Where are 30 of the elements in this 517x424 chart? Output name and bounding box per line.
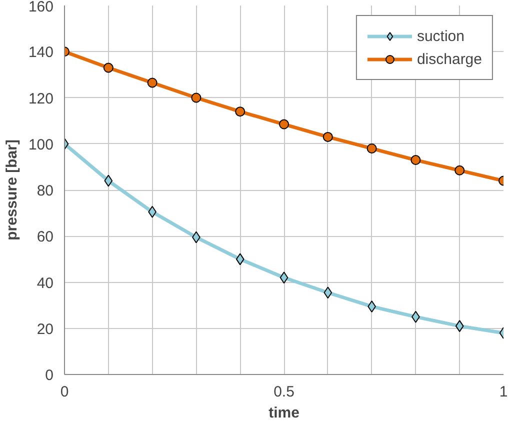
point [366, 143, 377, 154]
x-tick-label: 0 [60, 384, 69, 400]
y-tick-label: 120 [28, 90, 54, 108]
y-tick-label: 0 [45, 367, 54, 384]
x-tick-label: 0.5 [274, 384, 294, 400]
point [236, 253, 244, 266]
point [279, 119, 289, 130]
y-tick-label: 20 [36, 320, 54, 338]
point [454, 165, 465, 176]
point [455, 320, 464, 332]
x-tick-label: 1 [499, 384, 508, 400]
point [410, 155, 421, 166]
y-tick-label: 80 [36, 182, 54, 200]
point [280, 272, 288, 284]
point [235, 106, 246, 117]
point [191, 92, 202, 103]
y-tick-label: 160 [28, 0, 54, 16]
point [104, 174, 113, 187]
y-axis-title: pressure [bar] [3, 140, 20, 240]
x-axis-title: time [268, 404, 300, 422]
point [103, 62, 114, 73]
y-tick-label: 60 [36, 228, 54, 246]
point [324, 286, 332, 299]
legend-label: suction [416, 28, 464, 44]
y-tick-label: 40 [36, 274, 54, 292]
y-tick-label: 140 [28, 44, 54, 62]
point [147, 78, 158, 88]
y-tick-label: 100 [28, 136, 54, 154]
point [322, 132, 333, 142]
legend-label: discharge [416, 50, 482, 68]
